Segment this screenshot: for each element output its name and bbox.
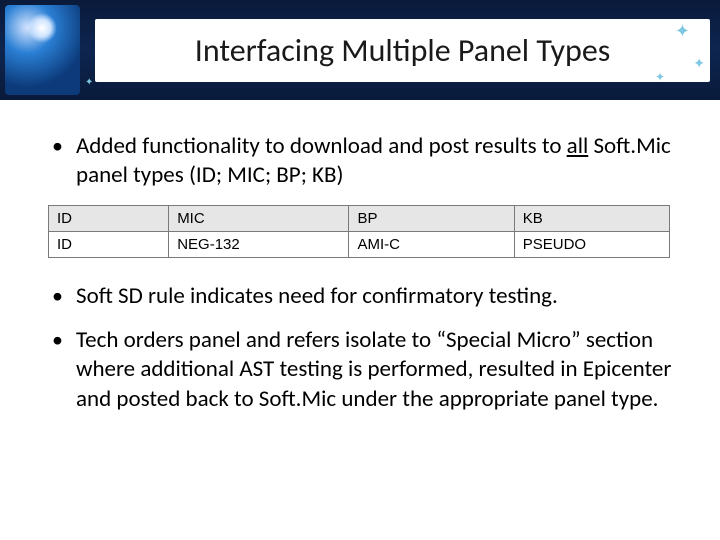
sparkle-icon: ✦ — [693, 55, 705, 72]
td-id: ID — [49, 232, 169, 258]
header-thumbnail — [5, 5, 80, 95]
bullet-item-3: Tech orders panel and refers isolate to … — [48, 326, 680, 414]
sparkle-icon: ✦ — [655, 70, 665, 85]
td-bp: AMI-C — [349, 232, 514, 258]
slide-body: Added functionality to download and post… — [0, 100, 720, 414]
panel-table-wrap: ID MIC BP KB ID NEG-132 AMI-C PSEUDO — [48, 205, 680, 258]
sparkle-icon: ✦ — [85, 75, 93, 88]
td-kb: PSEUDO — [514, 232, 669, 258]
bullet-list: Added functionality to download and post… — [48, 132, 680, 191]
th-kb: KB — [514, 205, 669, 231]
bullet-1-underlined: all — [567, 132, 589, 160]
bullet-item-1: Added functionality to download and post… — [48, 132, 680, 191]
bullet-list-2: Soft SD rule indicates need for confirma… — [48, 282, 680, 414]
td-mic: NEG-132 — [169, 232, 349, 258]
bullet-item-2: Soft SD rule indicates need for confirma… — [48, 282, 680, 311]
panel-table: ID MIC BP KB ID NEG-132 AMI-C PSEUDO — [48, 205, 670, 258]
table-header-row: ID MIC BP KB — [49, 205, 670, 231]
th-id: ID — [49, 205, 169, 231]
page-title: Interfacing Multiple Panel Types — [95, 19, 710, 82]
sparkle-icon: ✦ — [675, 20, 690, 42]
title-band: ✦ ✦ ✦ ✦ Interfacing Multiple Panel Types — [0, 0, 720, 100]
th-bp: BP — [349, 205, 514, 231]
table-row: ID NEG-132 AMI-C PSEUDO — [49, 232, 670, 258]
bullet-1-prefix: Added functionality to download and post… — [76, 132, 567, 160]
th-mic: MIC — [169, 205, 349, 231]
